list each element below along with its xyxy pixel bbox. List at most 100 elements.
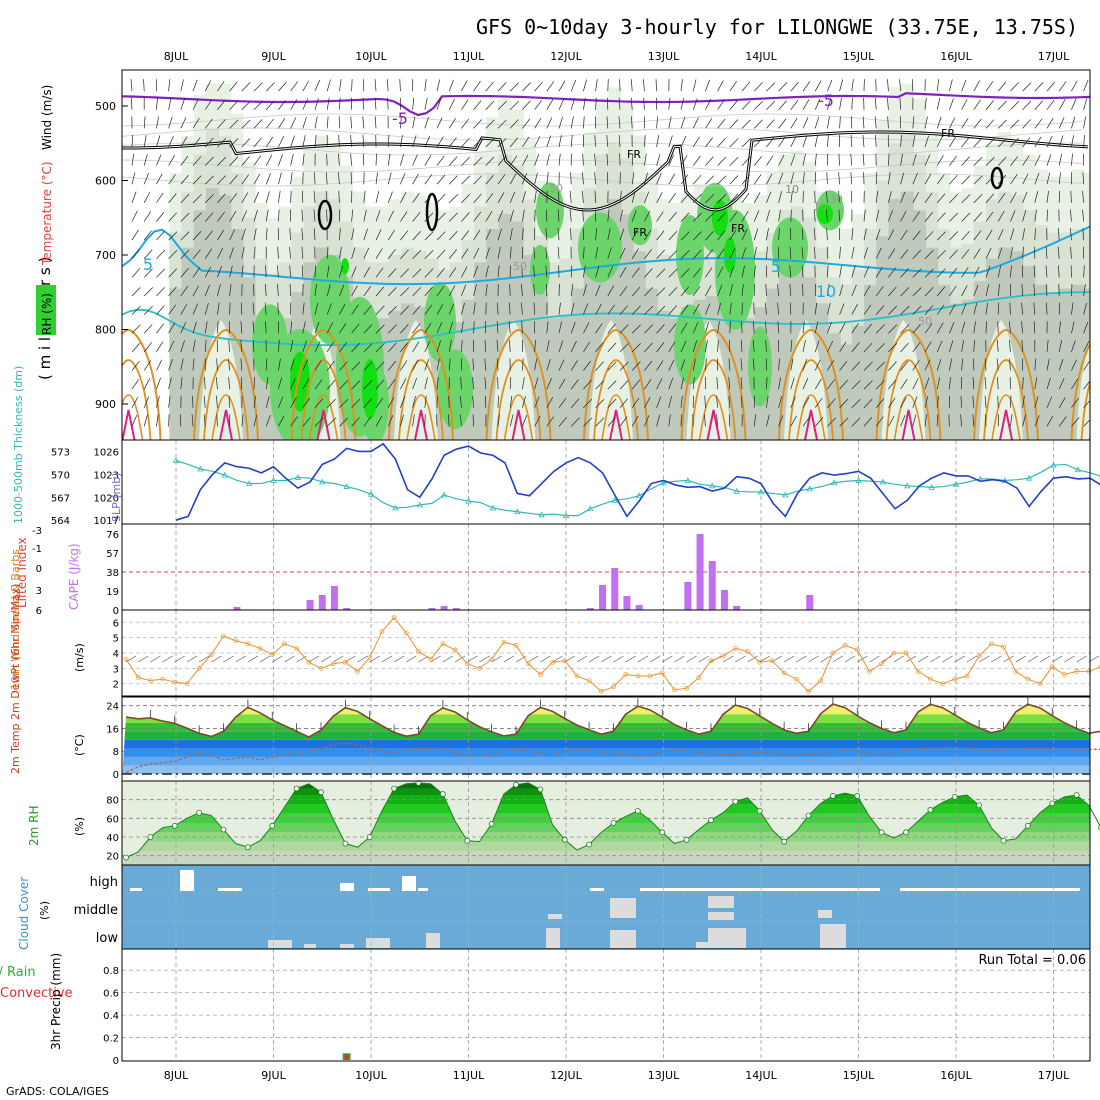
upper-wind-barb (277, 302, 279, 315)
upper-wind-barb (509, 414, 514, 427)
upper-wind-barb (631, 361, 641, 371)
upper-wind-barb (1070, 246, 1072, 259)
wind-barb (808, 655, 819, 663)
thickness-marker (343, 483, 350, 489)
upper-wind-barb (961, 194, 971, 204)
upper-wind-barb (851, 246, 855, 259)
upper-wind-barb (1071, 378, 1078, 390)
upper-wind-barb (290, 321, 293, 334)
upper-wind-barb (595, 284, 601, 297)
wind-speed-marker (927, 676, 933, 682)
cloud-panel-bg (122, 865, 1090, 949)
rh-cell (1096, 188, 1100, 440)
upper-wind-barb (924, 173, 932, 185)
ylabel-temp2m: 2m Temp 2m DewPt (6hr Min/Max) (9, 584, 22, 774)
rh-green-blob (530, 244, 550, 295)
upper-wind-barb (168, 304, 177, 315)
upper-wind-barb (717, 193, 727, 204)
below-zero-strip (122, 774, 1090, 781)
precip-tick: 0.2 (103, 1034, 119, 1045)
cloud-high-dash (418, 888, 428, 891)
upper-wind-barb (631, 324, 641, 334)
upper-wind-barb (668, 341, 676, 353)
rh-marker (732, 798, 739, 805)
temp-grid (122, 697, 1090, 781)
upper-wind-barb (557, 246, 560, 259)
upper-wind-barb (863, 247, 869, 259)
upper-wind-barb (375, 343, 385, 353)
upper-wind-barb (753, 156, 763, 166)
wind-speed-marker (160, 676, 165, 682)
temp-contour-hot (609, 409, 623, 440)
upper-wind-barb (875, 190, 879, 203)
grey-isoline (122, 113, 1083, 127)
upper-wind-barb (1009, 302, 1011, 315)
upper-wind-barb (984, 395, 987, 408)
upper-wind-barb (375, 229, 382, 241)
upper-wind-barb (728, 395, 731, 408)
upper-wind-barb (326, 322, 333, 334)
upper-wind-barb (1009, 358, 1011, 371)
upper-wind-barb (241, 156, 250, 166)
upper-wind-barb (1045, 283, 1048, 297)
upper-wind-barb (485, 229, 492, 241)
upper-wind-barb (1083, 321, 1089, 334)
upper-wind-barb (753, 265, 756, 278)
upper-wind-barb (302, 397, 311, 408)
upper-wind-barb (448, 285, 456, 297)
upper-wind-barb (278, 190, 281, 203)
upper-wind-barb (753, 82, 763, 92)
upper-wind-barb (448, 156, 458, 166)
upper-wind-barb (949, 79, 953, 92)
upper-wind-barb (180, 304, 188, 315)
wind-tick: 4 (113, 649, 119, 660)
upper-wind-barb (1010, 414, 1013, 427)
upper-wind-barb (240, 321, 243, 334)
upper-wind-barb (461, 321, 464, 334)
upper-wind-barb (253, 395, 256, 408)
upper-wind-barb (302, 340, 307, 352)
wind-speed-marker (318, 665, 324, 671)
upper-wind-barb (217, 81, 225, 92)
upper-wind-barb (778, 136, 786, 148)
panel-border (121, 948, 1091, 1062)
upper-wind-barb (692, 249, 702, 259)
upper-wind-barb (204, 339, 207, 352)
upper-wind-barb (717, 339, 719, 352)
upper-wind-barb (997, 210, 1005, 222)
upper-wind-barb (766, 395, 769, 408)
upper-wind-barb (131, 287, 141, 297)
upper-wind-barb (851, 398, 861, 408)
rh-marker (951, 793, 958, 800)
contour-label: FR (941, 127, 955, 140)
upper-wind-barb (509, 209, 514, 222)
upper-wind-barb (436, 155, 445, 166)
upper-wind-barb (314, 284, 317, 297)
upper-wind-barb (728, 377, 731, 390)
upper-wind-barb (583, 417, 593, 427)
upper-wind-barb (900, 134, 902, 148)
upper-wind-barb (802, 321, 805, 334)
rh-cell (937, 284, 951, 440)
rh-green-blob (424, 282, 456, 363)
upper-wind-barb (814, 397, 823, 408)
upper-wind-barb (289, 283, 291, 296)
upper-wind-barb (143, 116, 146, 129)
upper-wind-barb (949, 193, 958, 204)
upper-wind-barb (400, 135, 403, 148)
upper-wind-barb (619, 266, 627, 278)
upper-wind-barb (875, 209, 880, 222)
upper-wind-barb (180, 136, 188, 148)
upper-wind-barb (607, 247, 612, 259)
upper-wind-barb (680, 286, 690, 297)
upper-wind-barb (814, 135, 818, 148)
rh-marker (196, 809, 203, 816)
upper-wind-barb (253, 137, 262, 148)
upper-wind-barb (412, 323, 421, 334)
upper-wind-barb (594, 134, 596, 147)
upper-wind-barb (814, 116, 820, 129)
upper-wind-barb (875, 305, 885, 315)
temp-contour-warm (885, 359, 932, 440)
thickness-marker (806, 485, 813, 492)
upper-wind-barb (1021, 339, 1023, 352)
